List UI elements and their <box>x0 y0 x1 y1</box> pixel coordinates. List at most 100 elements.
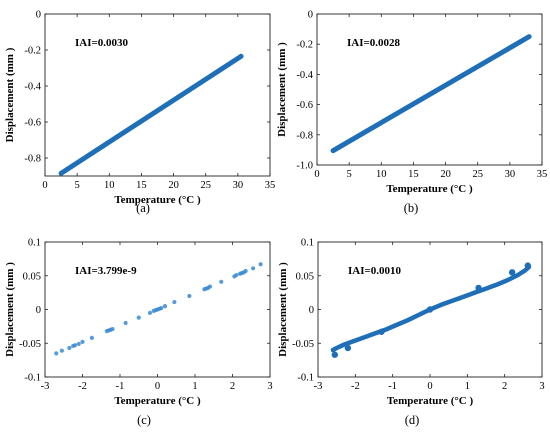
y-tick-label: 0.05 <box>23 271 41 282</box>
data-point <box>159 306 164 311</box>
x-tick-label: 25 <box>200 180 211 191</box>
data-point <box>110 326 115 332</box>
x-tick-label: -1 <box>116 381 125 392</box>
data-point <box>59 348 64 353</box>
plot-frame <box>44 13 271 177</box>
data-point <box>219 279 224 284</box>
y-tick-label: -0.6 <box>296 100 313 111</box>
y-tick-label: 0 <box>308 10 313 21</box>
panel-caption: (d) <box>405 413 420 427</box>
x-tick-label: -1 <box>388 381 397 392</box>
x-tick-label: 3 <box>267 381 272 392</box>
plot-frame <box>316 13 543 166</box>
panel-a: 0 5 10 15 20 25 30 35 0 -0.2 -0.4 -0.6 -0.8 Temperatu… <box>4 10 275 216</box>
data-point <box>187 293 192 299</box>
panel-c: -3 -2 -1 0 1 2 3 0.1 0.05 0 -0.05 -0.1 Temperature (… <box>4 238 273 428</box>
panel-d: -3 -2 -1 0 1 2 3 0.1 0.05 0 -0.05 -0.1 Temperature (… <box>277 238 545 428</box>
data-point <box>72 343 78 348</box>
y-tick-label: 0 <box>309 305 314 316</box>
iai-annotation: IAI=0.0030 <box>75 37 129 49</box>
y-tick-label: 0.1 <box>28 238 41 249</box>
x-axis-label: Temperature (°C ) <box>387 395 474 407</box>
y-tick-label: 0 <box>36 305 41 316</box>
x-axis-label: Temperature (°C ) <box>114 395 201 407</box>
data-point <box>331 351 338 358</box>
y-axis-label: Displacement (mm ) <box>276 42 288 137</box>
x-tick-label: 5 <box>75 180 80 191</box>
y-axis-label: Displacement (mm ) <box>277 262 289 357</box>
iai-annotation: IAI=3.799e-9 <box>75 265 137 277</box>
x-tick-label: 15 <box>408 169 419 180</box>
y-tick-label: -0.8 <box>24 154 41 165</box>
x-tick-label: 15 <box>136 180 147 191</box>
y-tick-label: 0 <box>36 10 41 21</box>
y-tick-label: 0.1 <box>301 238 314 249</box>
data-point <box>172 299 177 305</box>
x-tick-label: 0 <box>42 180 47 191</box>
data-point <box>162 304 168 309</box>
data-point <box>251 266 256 271</box>
x-tick-label: 1 <box>465 381 470 392</box>
y-tick-label: -0.4 <box>296 70 313 81</box>
data-point <box>243 268 248 274</box>
data-series-line <box>58 53 244 176</box>
x-tick-label: 1 <box>192 381 197 392</box>
y-axis-label: Displacement (mm ) <box>4 47 16 142</box>
x-tick-label: 0 <box>427 381 432 392</box>
data-point <box>378 328 385 335</box>
x-tick-label: 5 <box>347 169 352 180</box>
data-point <box>76 341 81 347</box>
x-tick-label: 10 <box>376 169 387 180</box>
data-point <box>80 339 85 344</box>
iai-annotation: IAI=0.0010 <box>348 265 402 277</box>
x-tick-label: 30 <box>505 169 516 180</box>
y-tick-label: -0.6 <box>24 118 41 129</box>
x-tick-label: 20 <box>440 169 451 180</box>
x-tick-label: 30 <box>233 180 244 191</box>
x-tick-label: 35 <box>265 180 276 191</box>
y-tick-label: -0.05 <box>292 339 314 350</box>
y-tick-label: -0.2 <box>24 46 41 57</box>
y-tick-label: -0.4 <box>24 82 41 93</box>
data-point <box>258 262 263 267</box>
y-tick-label: 0.05 <box>296 271 314 282</box>
x-axis-label: Temperature (°C ) <box>114 194 201 206</box>
data-point <box>508 269 516 276</box>
data-point <box>426 306 434 313</box>
data-point <box>147 310 153 315</box>
x-axis-label: Temperature (°C ) <box>386 183 473 195</box>
iai-annotation: IAI=0.0028 <box>347 37 401 49</box>
data-point <box>524 262 532 269</box>
data-series-line <box>330 34 532 154</box>
data-point <box>123 320 128 326</box>
y-tick-label: -1.0 <box>296 161 313 172</box>
x-tick-label: 0 <box>314 169 319 180</box>
x-tick-label: 2 <box>502 381 507 392</box>
y-tick-label: -0.2 <box>296 40 313 51</box>
x-tick-label: 20 <box>168 180 179 191</box>
y-tick-label: -0.1 <box>24 373 41 384</box>
x-tick-label: 0 <box>155 381 160 392</box>
y-tick-label: -0.8 <box>296 130 313 141</box>
y-tick-label: -0.1 <box>297 373 314 384</box>
x-tick-label: -3 <box>314 381 323 392</box>
y-axis-label: Displacement (mm ) <box>4 262 16 357</box>
data-point <box>207 284 213 289</box>
data-point <box>136 315 141 320</box>
panel-caption: (c) <box>137 413 151 427</box>
panel-caption: (a) <box>136 201 150 215</box>
y-tick-label: -0.05 <box>19 339 41 350</box>
data-point <box>475 284 482 292</box>
x-tick-label: -2 <box>78 381 87 392</box>
x-tick-label: 2 <box>230 381 235 392</box>
x-tick-label: 25 <box>472 169 483 180</box>
data-point <box>344 344 352 352</box>
x-tick-label: -3 <box>41 381 50 392</box>
x-tick-label: 10 <box>104 180 115 191</box>
data-point <box>54 351 59 356</box>
data-point <box>67 345 72 351</box>
data-point <box>89 335 94 340</box>
x-tick-label: 35 <box>537 169 548 180</box>
data-point <box>234 272 239 278</box>
